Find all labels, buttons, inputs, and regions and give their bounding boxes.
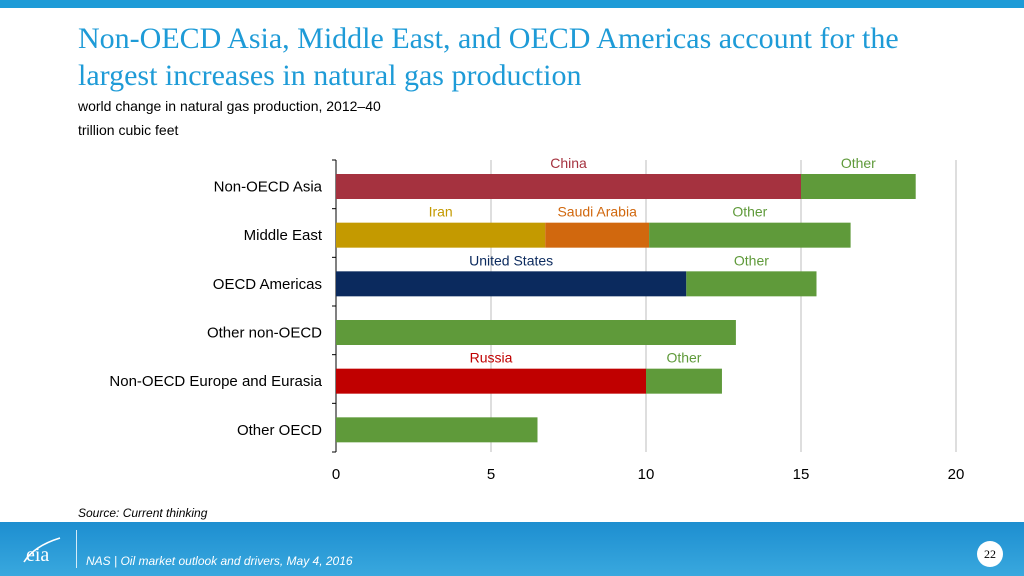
category-label: Middle East	[244, 227, 323, 244]
x-tick-label: 20	[948, 466, 965, 483]
eia-logo: eia	[23, 537, 61, 566]
footer-text: NAS | Oil market outlook and drivers, Ma…	[86, 554, 353, 568]
x-tick-label: 15	[793, 466, 810, 483]
slide-title: Non-OECD Asia, Middle East, and OECD Ame…	[78, 22, 899, 92]
bar-segment	[686, 271, 817, 297]
bar-segment	[545, 222, 650, 248]
bar-segment	[336, 368, 646, 394]
category-label: Other non-OECD	[207, 325, 322, 342]
bar-chart: Non-OECD Asia China Other Middle East Iran Sa…	[109, 155, 965, 483]
category-label: Non-OECD Europe and Eurasia	[109, 373, 322, 390]
segment-label: China	[550, 155, 587, 171]
segment-label: Russia	[470, 350, 513, 366]
segment-label: Other	[841, 155, 876, 171]
eia-logo-text: eia	[26, 544, 49, 566]
segment-label: Saudi Arabia	[557, 204, 637, 220]
footer-divider	[76, 530, 77, 568]
x-tick-label: 0	[332, 466, 340, 483]
category-label: Non-OECD Asia	[214, 179, 323, 196]
x-tick-label: 10	[638, 466, 655, 483]
chart-subtitle: world change in natural gas production, …	[78, 98, 381, 114]
bar-segment	[336, 417, 538, 443]
bar-segment	[336, 174, 801, 199]
source-note: Source: Current thinking	[78, 506, 208, 520]
bar-segment	[646, 368, 722, 394]
top-accent-bar	[0, 0, 1024, 8]
page-number: 22	[977, 541, 1003, 567]
bar-segment	[336, 222, 546, 248]
segment-label: United States	[469, 252, 553, 268]
category-label: OECD Americas	[213, 276, 322, 293]
footer-bar: eia NAS | Oil market outlook and drivers…	[0, 522, 1024, 576]
bar-segment	[336, 320, 736, 345]
segment-label: Other	[732, 204, 767, 220]
bar-segment	[336, 271, 687, 297]
bar-segment	[801, 174, 916, 199]
bar-segment	[649, 222, 851, 248]
category-label: Other OECD	[237, 422, 322, 439]
segment-label: Other	[734, 252, 769, 268]
chart-units: trillion cubic feet	[78, 122, 179, 138]
x-tick-label: 5	[487, 466, 495, 483]
segment-label: Iran	[429, 204, 453, 220]
segment-label: Other	[666, 350, 701, 366]
